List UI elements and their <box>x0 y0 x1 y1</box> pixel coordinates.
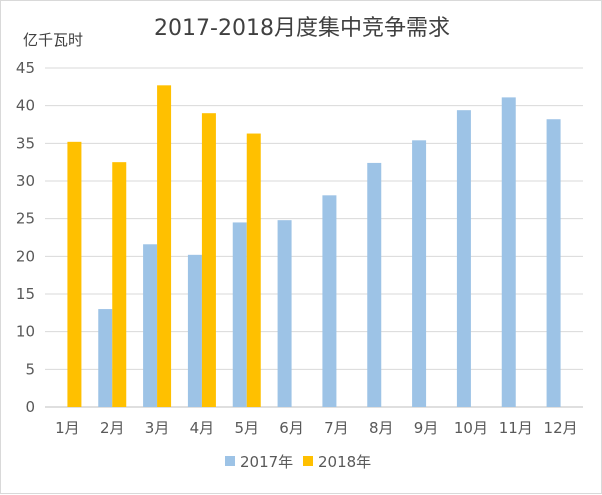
bar-2018年-5月 <box>246 133 261 408</box>
bar-2017年-8月 <box>367 162 382 407</box>
x-axis-ticks: 1月 2月 3月 4月 5月 6月 7月 8月 9月 10月 11月 12月 <box>55 419 577 437</box>
x-tick-label: 3月 <box>145 419 170 437</box>
y-tick-label: 5 <box>25 360 35 378</box>
bar-2017年-11月 <box>501 97 516 407</box>
bar-2017年-12月 <box>546 119 561 407</box>
bar-2018年-3月 <box>157 85 172 408</box>
x-tick-label: 5月 <box>234 419 259 437</box>
bar-2017年-4月 <box>187 254 202 407</box>
bar-2018年-1月 <box>67 141 82 407</box>
y-tick-label: 45 <box>16 59 35 77</box>
chart-title: 2017-2018月度集中竞争需求 <box>154 16 450 41</box>
y-tick-label: 15 <box>16 285 35 303</box>
x-tick-label: 9月 <box>414 419 439 437</box>
legend: 2017年 2018年 <box>225 453 371 471</box>
legend-swatch <box>225 456 235 466</box>
x-tick-label: 11月 <box>499 419 533 437</box>
x-tick-label: 10月 <box>454 419 488 437</box>
bar-2018年-2月 <box>112 162 127 407</box>
bar-2017年-2月 <box>98 309 113 407</box>
x-tick-label: 2月 <box>100 419 125 437</box>
y-tick-label: 40 <box>16 97 35 115</box>
x-tick-label: 8月 <box>369 419 394 437</box>
y-tick-label: 35 <box>16 134 35 152</box>
legend-label: 2017年 <box>240 453 293 471</box>
y-axis-ticks: 0 5 10 15 20 25 30 35 40 45 <box>16 59 35 416</box>
bar-2017年-7月 <box>322 195 337 407</box>
gridlines <box>45 67 583 408</box>
bar-2018年-4月 <box>201 113 216 407</box>
bar-2017年-9月 <box>412 140 427 407</box>
x-tick-label: 12月 <box>544 419 578 437</box>
y-tick-label: 30 <box>16 172 35 190</box>
bar-2017年-10月 <box>456 110 471 407</box>
bar-2017年-3月 <box>143 244 158 407</box>
bars <box>67 85 561 408</box>
y-tick-label: 20 <box>16 247 35 265</box>
legend-swatch <box>303 456 313 466</box>
bar-2017年-5月 <box>232 222 247 407</box>
x-tick-label: 6月 <box>279 419 304 437</box>
y-tick-label: 10 <box>16 323 35 341</box>
y-axis-unit-label: 亿千瓦时 <box>23 31 83 49</box>
x-tick-label: 4月 <box>190 419 215 437</box>
bar-2017年-6月 <box>277 220 292 407</box>
y-tick-label: 0 <box>25 398 35 416</box>
x-tick-label: 7月 <box>324 419 349 437</box>
y-tick-label: 25 <box>16 210 35 228</box>
legend-label: 2018年 <box>318 453 371 471</box>
x-tick-label: 1月 <box>55 419 80 437</box>
